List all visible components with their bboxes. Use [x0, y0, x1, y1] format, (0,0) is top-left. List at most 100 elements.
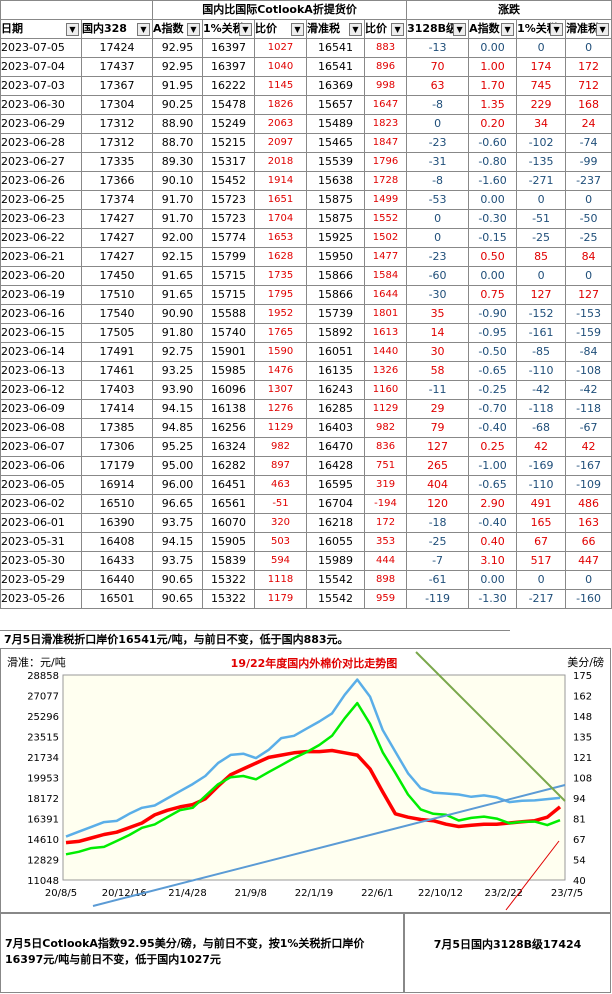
table-cell[interactable]: 16055 [306, 532, 365, 552]
table-cell[interactable]: 0.00 [468, 38, 518, 58]
table-cell[interactable]: 16397 [202, 57, 255, 77]
table-cell[interactable]: 17312 [81, 133, 153, 153]
table-cell[interactable]: -84 [565, 342, 612, 362]
table-cell[interactable]: 16369 [306, 76, 365, 96]
table-cell[interactable]: -119 [406, 589, 470, 609]
table-cell[interactable]: -61 [406, 570, 470, 590]
table-cell[interactable]: -0.70 [468, 399, 518, 419]
table-cell[interactable]: 2023-06-28 [0, 133, 82, 153]
table-cell[interactable]: 67 [516, 532, 567, 552]
table-cell[interactable]: 168 [565, 95, 612, 115]
table-cell[interactable]: 17366 [81, 171, 153, 191]
table-cell[interactable]: 96.00 [152, 475, 203, 495]
table-cell[interactable]: -0.95 [468, 323, 518, 343]
table-cell[interactable]: 15925 [306, 228, 365, 248]
table-cell[interactable]: 1477 [363, 247, 408, 267]
table-cell[interactable]: 30 [406, 342, 470, 362]
table-cell[interactable]: 1847 [363, 133, 408, 153]
table-cell[interactable]: 1704 [254, 209, 307, 229]
table-cell[interactable]: 17491 [81, 342, 153, 362]
table-cell[interactable]: 15638 [306, 171, 365, 191]
table-cell[interactable]: 42 [516, 437, 567, 457]
table-cell[interactable]: 896 [363, 57, 408, 77]
table-cell[interactable]: 91.65 [152, 266, 203, 286]
table-cell[interactable]: 1476 [254, 361, 307, 381]
table-cell[interactable]: 959 [363, 589, 408, 609]
table-cell[interactable]: -1.00 [468, 456, 518, 476]
table-cell[interactable]: -74 [565, 133, 612, 153]
table-cell[interactable]: -51 [254, 494, 307, 514]
table-cell[interactable]: 95.25 [152, 437, 203, 457]
filter-dropdown-button[interactable]: ▼ [291, 23, 304, 36]
table-cell[interactable]: 16510 [81, 494, 153, 514]
table-cell[interactable]: -153 [565, 304, 612, 324]
table-cell[interactable]: 16408 [81, 532, 153, 552]
table-cell[interactable]: 174 [516, 57, 567, 77]
table-cell[interactable]: -0.60 [468, 133, 518, 153]
table-cell[interactable]: 2023-06-26 [0, 171, 82, 191]
table-cell[interactable]: 91.95 [152, 76, 203, 96]
table-cell[interactable]: 17540 [81, 304, 153, 324]
table-cell[interactable]: 92.00 [152, 228, 203, 248]
table-cell[interactable]: 92.95 [152, 57, 203, 77]
table-cell[interactable]: 982 [363, 418, 408, 438]
table-cell[interactable]: -167 [565, 456, 612, 476]
table-cell[interactable]: 2023-06-09 [0, 399, 82, 419]
table-cell[interactable]: 16256 [202, 418, 255, 438]
table-cell[interactable]: 1952 [254, 304, 307, 324]
table-cell[interactable]: 1129 [254, 418, 307, 438]
table-cell[interactable]: 16324 [202, 437, 255, 457]
table-cell[interactable]: 15715 [202, 266, 255, 286]
table-cell[interactable]: 17306 [81, 437, 153, 457]
table-cell[interactable]: 15452 [202, 171, 255, 191]
table-cell[interactable]: -13 [406, 38, 470, 58]
table-cell[interactable]: -67 [565, 418, 612, 438]
table-cell[interactable]: 447 [565, 551, 612, 571]
table-cell[interactable]: 1826 [254, 95, 307, 115]
table-cell[interactable]: 2023-06-12 [0, 380, 82, 400]
table-cell[interactable]: 34 [516, 114, 567, 134]
table-cell[interactable]: 15839 [202, 551, 255, 571]
table-cell[interactable]: 70 [406, 57, 470, 77]
table-cell[interactable]: -271 [516, 171, 567, 191]
table-cell[interactable]: 15740 [202, 323, 255, 343]
table-cell[interactable]: 93.75 [152, 551, 203, 571]
table-cell[interactable]: 16096 [202, 380, 255, 400]
table-cell[interactable]: 17450 [81, 266, 153, 286]
table-cell[interactable]: 17424 [81, 38, 153, 58]
table-cell[interactable]: -60 [406, 266, 470, 286]
table-cell[interactable]: 17461 [81, 361, 153, 381]
table-cell[interactable]: -85 [516, 342, 567, 362]
table-cell[interactable]: 16138 [202, 399, 255, 419]
table-cell[interactable]: -23 [406, 247, 470, 267]
table-cell[interactable]: 15715 [202, 285, 255, 305]
table-cell[interactable]: -161 [516, 323, 567, 343]
table-cell[interactable]: 751 [363, 456, 408, 476]
table-cell[interactable]: 16541 [306, 38, 365, 58]
table-cell[interactable]: 93.25 [152, 361, 203, 381]
table-cell[interactable]: -8 [406, 171, 470, 191]
filter-dropdown-button[interactable]: ▼ [501, 23, 515, 36]
table-cell[interactable]: 16135 [306, 361, 365, 381]
table-cell[interactable]: 0 [565, 266, 612, 286]
table-cell[interactable]: 2023-05-30 [0, 551, 82, 571]
table-cell[interactable]: 92.15 [152, 247, 203, 267]
table-cell[interactable]: 898 [363, 570, 408, 590]
table-cell[interactable]: 1584 [363, 266, 408, 286]
table-cell[interactable]: 0 [516, 38, 567, 58]
table-cell[interactable]: 1914 [254, 171, 307, 191]
table-cell[interactable]: -0.65 [468, 361, 518, 381]
table-cell[interactable]: 897 [254, 456, 307, 476]
table-cell[interactable]: 93.75 [152, 513, 203, 533]
filter-dropdown-button[interactable]: ▼ [349, 23, 362, 36]
table-cell[interactable]: 1179 [254, 589, 307, 609]
table-cell[interactable]: -169 [516, 456, 567, 476]
table-cell[interactable]: 15799 [202, 247, 255, 267]
table-cell[interactable]: 1.70 [468, 76, 518, 96]
table-cell[interactable]: 1040 [254, 57, 307, 77]
table-cell[interactable]: 15215 [202, 133, 255, 153]
table-cell[interactable]: 883 [363, 38, 408, 58]
table-cell[interactable]: 172 [565, 57, 612, 77]
table-cell[interactable]: 2023-07-04 [0, 57, 82, 77]
table-cell[interactable]: 1326 [363, 361, 408, 381]
